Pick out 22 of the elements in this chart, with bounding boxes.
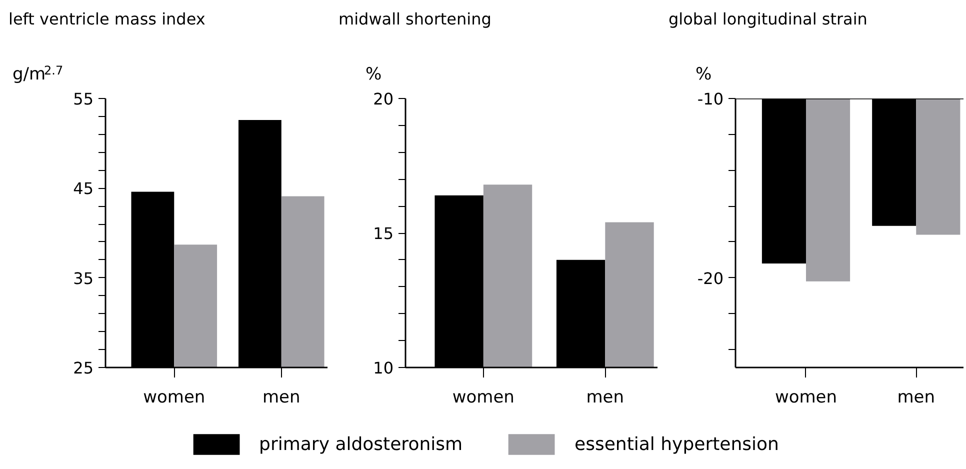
x-tick-label: women xyxy=(774,388,838,408)
x-tick-label: men xyxy=(586,388,624,408)
x-tick-label: women xyxy=(452,388,514,408)
x-tick-label: men xyxy=(897,388,936,408)
chart-title: left ventricle mass index xyxy=(8,10,206,28)
chart-title: midwall shortening xyxy=(338,10,492,28)
y-axis-title: % xyxy=(696,64,712,84)
y-tick-label: -10 xyxy=(697,90,724,108)
y-tick-label: 25 xyxy=(73,358,94,378)
legend-label: primary aldosteronism xyxy=(259,434,463,454)
y-tick-label: -20 xyxy=(697,268,724,288)
x-tick-label: women xyxy=(143,388,206,408)
y-tick-label: 45 xyxy=(73,179,94,198)
y-tick-label: 15 xyxy=(373,224,394,243)
y-axis-title: % xyxy=(366,64,382,84)
legend-label: essential hypertension xyxy=(574,434,779,454)
y-tick-label: 20 xyxy=(373,90,394,108)
chart-title: global longitudinal strain xyxy=(668,10,868,28)
x-tick-label: men xyxy=(262,388,300,408)
y-tick-label: 10 xyxy=(373,358,394,378)
y-tick-label: 55 xyxy=(73,90,94,108)
y-tick-label: 35 xyxy=(73,268,94,288)
